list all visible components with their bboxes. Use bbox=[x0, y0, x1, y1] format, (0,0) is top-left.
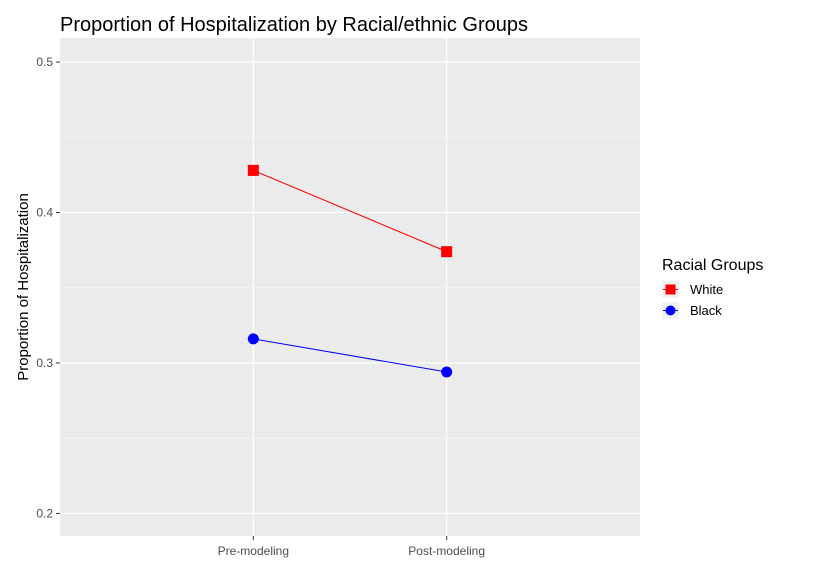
y-axis-label: Proportion of Hospitalization bbox=[15, 193, 32, 381]
data-marks bbox=[247, 164, 453, 378]
y-tick-label: 0.5 bbox=[36, 55, 53, 69]
chart-title: Proportion of Hospitalization by Racial/… bbox=[60, 14, 528, 36]
data-point-black bbox=[441, 366, 453, 378]
grid-lines bbox=[60, 38, 640, 536]
y-tick-label: 0.4 bbox=[36, 206, 53, 220]
x-tick-label: Post-modeling bbox=[408, 544, 485, 558]
axes: 0.2 0.3 0.4 0.5 Pre-modeling Post-modeling bbox=[36, 55, 485, 558]
data-point-white bbox=[441, 246, 453, 258]
legend-label-white: White bbox=[690, 282, 723, 297]
series-line-white bbox=[253, 169, 447, 253]
legend-marker-black bbox=[665, 305, 676, 316]
series-line-black bbox=[253, 338, 447, 373]
y-tick-label: 0.3 bbox=[36, 356, 53, 370]
legend-marker-white bbox=[665, 284, 676, 295]
y-tick-label: 0.2 bbox=[36, 506, 53, 520]
plot-panel bbox=[60, 38, 640, 536]
legend-title: Racial Groups bbox=[662, 257, 763, 274]
data-point-black bbox=[247, 333, 259, 345]
legend: Racial Groups White Black bbox=[662, 257, 763, 319]
data-point-white bbox=[247, 164, 259, 176]
legend-label-black: Black bbox=[690, 303, 722, 318]
x-tick-label: Pre-modeling bbox=[218, 544, 289, 558]
